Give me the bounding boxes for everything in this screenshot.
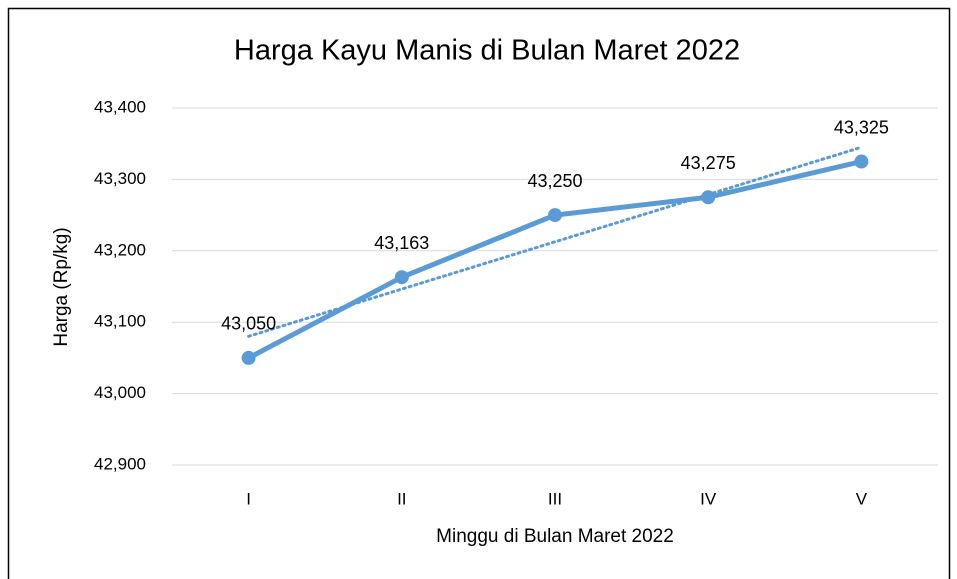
data-label: 43,325 xyxy=(834,117,889,137)
marker xyxy=(548,208,562,223)
marker xyxy=(701,190,716,205)
x-tick-label: II xyxy=(397,489,406,508)
y-tick-label: 43,300 xyxy=(94,169,146,188)
chart-title: Harga Kayu Manis di Bulan Maret 2022 xyxy=(234,35,740,67)
data-label: 43,275 xyxy=(681,153,736,173)
y-tick-label: 43,100 xyxy=(94,312,146,331)
data-label: 43,050 xyxy=(221,314,276,334)
y-axis-title: Harga (Rp/kg) xyxy=(51,227,72,346)
data-label: 43,250 xyxy=(527,171,582,191)
data-label: 43,163 xyxy=(374,233,429,253)
x-tick-label: IV xyxy=(700,489,717,508)
marker xyxy=(394,270,409,285)
y-tick-label: 42,900 xyxy=(94,454,146,473)
x-tick-label: I xyxy=(246,489,251,508)
y-tick-label: 43,000 xyxy=(94,383,146,402)
x-axis-title: Minggu di Bulan Maret 2022 xyxy=(436,526,674,547)
x-tick-label: V xyxy=(856,489,868,508)
x-tick-label: III xyxy=(548,489,562,508)
y-tick-label: 43,200 xyxy=(94,240,146,259)
marker xyxy=(241,350,256,365)
marker xyxy=(854,154,869,169)
y-tick-label: 43,400 xyxy=(94,97,146,116)
chart-border xyxy=(7,7,951,579)
